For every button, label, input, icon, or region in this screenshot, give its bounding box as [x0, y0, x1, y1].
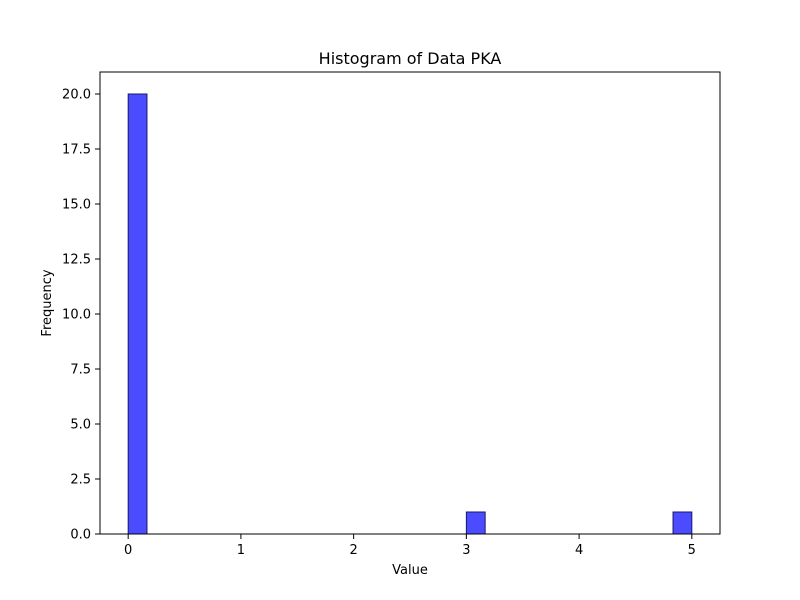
x-tick-label: 2: [349, 543, 357, 558]
y-axis-label: Frequency: [40, 269, 55, 336]
y-tick-label: 2.5: [70, 473, 91, 488]
y-tick-label: 15.0: [62, 198, 91, 213]
x-tick-label: 3: [462, 543, 470, 558]
y-tick-label: 0.0: [70, 528, 91, 543]
y-tick-label: 17.5: [62, 143, 91, 158]
histogram-bar-2: [672, 511, 693, 535]
x-tick-label: 5: [688, 543, 696, 558]
plot-background: [100, 72, 720, 534]
y-tick-label: 12.5: [62, 253, 91, 268]
histogram-bar-1: [465, 511, 486, 535]
y-tick-label: 10.0: [62, 308, 91, 323]
histogram-bar-0: [127, 93, 148, 535]
x-tick-label: 4: [575, 543, 583, 558]
ticks-layer: 0 1 2 3 4 5 0.0 2.5 5.0 7.5 10.0 12.5 15.0 17.5 20.0: [62, 88, 696, 559]
y-tick-label: 5.0: [70, 418, 91, 433]
chart-title: Histogram of Data PKA: [319, 49, 502, 68]
y-tick-label: 7.5: [70, 363, 91, 378]
x-tick-label: 1: [237, 543, 245, 558]
y-tick-label: 20.0: [62, 88, 91, 103]
plot-frame: [99, 71, 721, 535]
x-tick-label: 0: [124, 543, 132, 558]
bars-layer: [127, 93, 693, 535]
x-axis-label: Value: [392, 563, 428, 578]
